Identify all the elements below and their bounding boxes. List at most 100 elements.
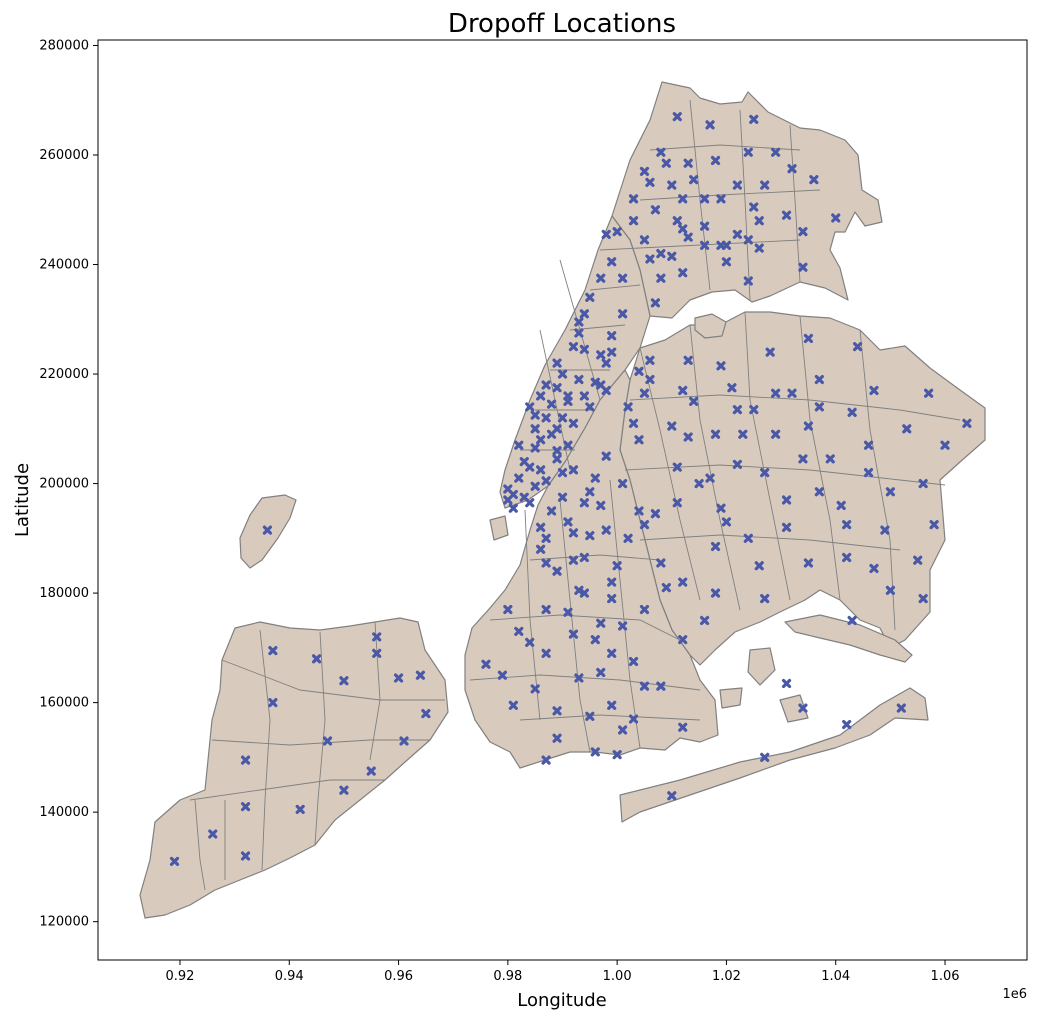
x-tick-label: 1.04: [821, 969, 850, 984]
dropoff-point: [552, 733, 562, 743]
y-tick-label: 220000: [39, 367, 89, 382]
dropoff-point: [601, 451, 611, 461]
dropoff-point: [514, 473, 524, 483]
dropoff-point: [628, 714, 639, 724]
dropoff-point: [546, 399, 557, 409]
dropoff-point: [798, 227, 808, 237]
dropoff-point: [732, 405, 742, 415]
dropoff-point: [781, 495, 792, 505]
x-tick-label: 0.98: [493, 969, 522, 984]
dropoff-point: [639, 388, 650, 398]
dropoff-point: [781, 678, 792, 689]
dropoff-point: [667, 180, 677, 190]
dropoff-point: [667, 791, 677, 801]
dropoff-point: [618, 478, 628, 489]
dropoff-point: [656, 558, 666, 568]
dropoff-point: [481, 659, 491, 669]
dropoff-point: [798, 703, 808, 713]
dropoff-point: [699, 240, 710, 250]
staten-island-region: [139, 617, 449, 919]
dropoff-point: [596, 273, 606, 283]
dropoff-point: [798, 262, 808, 272]
dropoff-point: [541, 476, 551, 486]
dropoff-point: [885, 487, 895, 497]
dropoff-point: [678, 194, 688, 204]
dropoff-point: [568, 629, 579, 639]
dropoff-point: [705, 473, 715, 483]
x-tick-label: 0.92: [165, 969, 194, 984]
y-axis-label: Latitude: [12, 463, 33, 537]
dropoff-point: [508, 489, 518, 500]
dropoff-point: [771, 429, 781, 439]
dropoff-point: [372, 648, 382, 658]
dropoff-point: [563, 517, 573, 527]
dropoff-point: [541, 413, 551, 423]
dropoff-point: [366, 766, 376, 776]
dropoff-point: [322, 736, 333, 746]
dropoff-point: [541, 558, 551, 568]
dropoff-point: [339, 785, 349, 795]
dropoff-point: [710, 588, 721, 598]
dropoff-point: [803, 333, 814, 344]
dropoff-point: [607, 331, 617, 341]
dropoff-point: [918, 593, 928, 604]
dropoff-point: [530, 443, 540, 453]
dropoff-point: [645, 355, 655, 365]
y-tick-label: 280000: [39, 38, 89, 53]
dropoff-point: [863, 468, 874, 478]
dropoff-point: [814, 374, 824, 385]
small-island: [489, 515, 509, 541]
dropoff-point: [262, 525, 273, 535]
dropoff-point: [639, 604, 650, 615]
dropoff-point: [803, 421, 814, 431]
rockaway-region: [619, 687, 929, 823]
dropoff-point: [924, 388, 934, 398]
dropoff-point: [749, 405, 759, 415]
dropoff-point: [656, 248, 666, 259]
dropoff-point: [678, 268, 688, 278]
dropoff-point: [339, 676, 349, 686]
dropoff-point: [661, 158, 671, 168]
zone-boundaries: [189, 99, 961, 891]
dropoff-point: [169, 856, 180, 867]
dropoff-point: [683, 158, 693, 168]
dropoff-point: [678, 385, 688, 396]
dropoff-point: [552, 358, 562, 368]
dropoff-point: [809, 175, 819, 185]
dropoff-point: [601, 229, 611, 240]
dropoff-point: [634, 435, 644, 445]
dropoff-point: [601, 525, 611, 535]
dropoff-point: [268, 645, 278, 656]
dropoff-point: [536, 435, 546, 445]
dropoff-point: [710, 541, 721, 552]
dropoff-point: [678, 722, 688, 732]
dropoff-point: [514, 626, 524, 637]
dropoff-point: [716, 361, 726, 371]
small-island: [747, 647, 776, 686]
dropoff-point: [896, 703, 906, 713]
dropoff-point: [557, 369, 568, 379]
dropoff-point: [672, 216, 682, 226]
dropoff-point: [563, 396, 573, 407]
dropoff-point: [628, 216, 639, 226]
dropoff-point: [721, 257, 732, 267]
dropoff-point: [552, 706, 562, 716]
dropoff-point: [721, 240, 732, 250]
dropoff-point: [568, 342, 579, 352]
dropoff-point: [579, 588, 589, 598]
dropoff-point: [590, 635, 600, 645]
dropoff-point: [618, 309, 628, 319]
dropoff-point: [678, 577, 688, 587]
dropoff-point: [568, 418, 579, 428]
dropoff-point: [656, 681, 666, 691]
x-tick-label: 1.06: [931, 969, 960, 984]
dropoff-point: [656, 273, 666, 283]
dropoff-point: [885, 585, 895, 595]
dropoff-point: [568, 528, 579, 538]
dropoff-point: [552, 383, 562, 393]
dropoff-point: [579, 344, 589, 355]
dropoff-point: [814, 487, 824, 497]
dropoff-point: [525, 462, 535, 472]
dropoff-point: [699, 194, 710, 204]
dropoff-point: [574, 585, 584, 595]
